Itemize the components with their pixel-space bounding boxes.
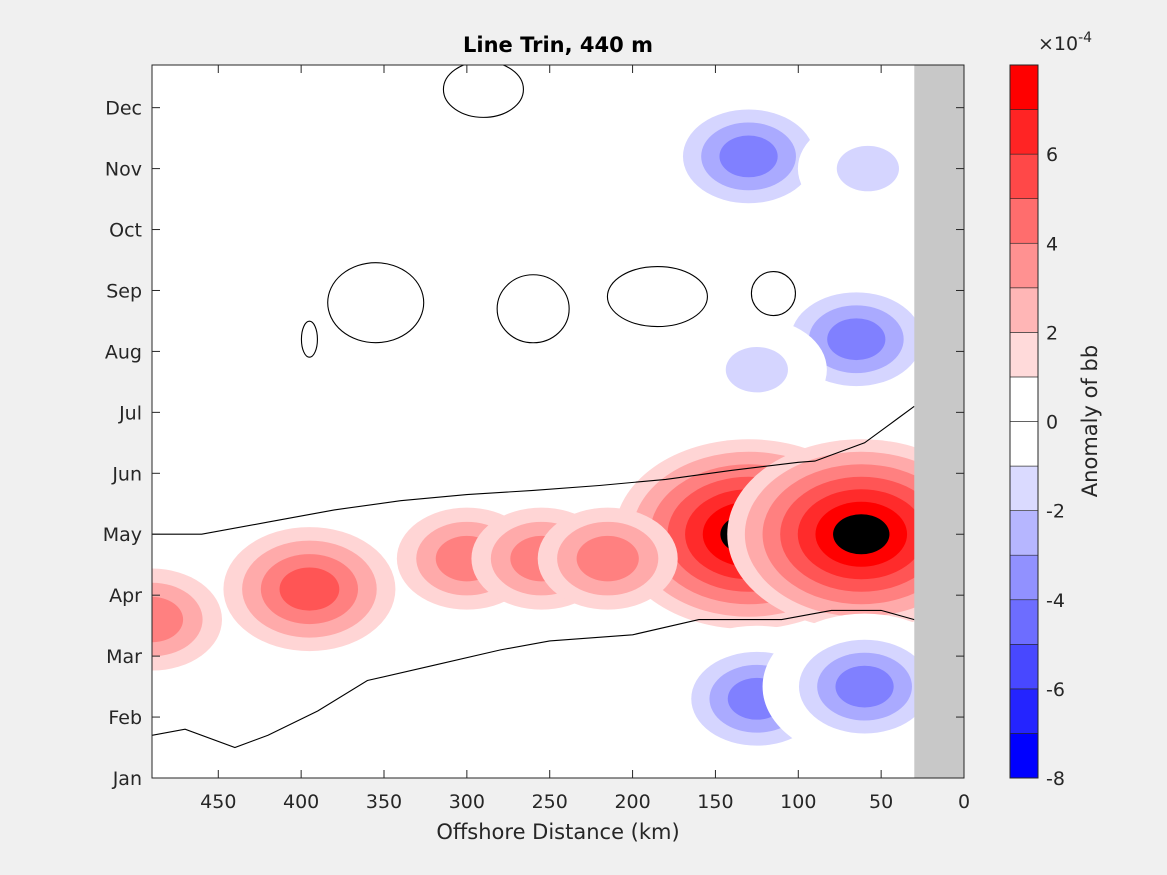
x-axis: 450 400 350 300 250 200 150 100 50 0 [200,65,970,813]
y-tick-label: Mar [106,646,142,668]
contour-band-3-3 [152,596,184,643]
contour-band-9-5 [827,318,886,361]
zero-contour-loop-0 [327,262,425,344]
y-tick-label: Jul [118,402,142,424]
contour-band-11-5 [719,135,778,178]
colorbar-band [1009,64,1039,110]
colorbar-band [1009,421,1039,467]
y-tick-label: Sep [106,280,142,302]
x-tick-label: 450 [200,791,236,813]
zero-contour-loop-4 [300,320,318,358]
x-tick-label: 100 [780,791,816,813]
land-mask [914,65,964,778]
colorbar-tick-label: 2 [1046,322,1058,344]
colorbar-band [1009,198,1039,244]
x-axis-label: Offshore Distance (km) [436,820,679,844]
y-tick-label: Jan [112,768,142,790]
x-tick-label: 0 [958,791,970,813]
contour-band-1-7 [833,514,890,555]
colorbar-band [1009,376,1039,422]
colorbar-band [1009,332,1039,378]
colorbar-tick-label: 4 [1046,233,1058,255]
colorbar-band [1009,644,1039,690]
colorbar-tick-label: -2 [1046,501,1065,523]
y-tick-label: Feb [108,707,142,729]
colorbar-tick-label: 6 [1046,144,1058,166]
colorbar-tick-label: -4 [1046,590,1065,612]
x-tick-label: 200 [614,791,650,813]
y-tick-label: Nov [105,159,142,181]
colorbar-tick-label: 0 [1046,412,1058,434]
colorbar-band [1009,287,1039,333]
colorbar-band [1009,733,1039,779]
colorbar-band [1009,153,1039,199]
colorbar-band [1009,688,1039,734]
y-tick-label: Jun [111,463,142,485]
colorbar-band [1009,242,1039,289]
colorbar-band [1009,510,1039,556]
x-tick-label: 150 [697,791,733,813]
y-tick-label: May [103,524,142,546]
contour-band-2-4 [279,567,340,611]
colorbar: 6 4 2 0 -2 -4 -6 -8 [1009,64,1065,790]
zero-contour-lines [152,65,915,749]
zero-contour-upper [152,405,915,535]
zero-contour-loop-3 [750,270,796,317]
contour-band-8-5 [835,665,894,708]
y-axis: Jan Feb Mar Apr May Jun Jul Aug Sep Oct Nov Dec [103,98,964,790]
x-tick-label: 250 [532,791,568,813]
colorbar-band [1009,465,1039,511]
colorbar-label: Anomaly of bb [1078,345,1102,497]
colorbar-band [1009,599,1039,645]
y-tick-label: Oct [109,220,142,242]
colorbar-exponent: ×10-4 [1038,30,1092,55]
zero-contour-loop-2 [606,266,708,328]
colorbar-band [1009,554,1039,601]
x-tick-label: 50 [869,791,893,813]
colorbar-tick-label: -8 [1046,768,1065,790]
colorbar-tick-label: -6 [1046,679,1065,701]
x-tick-label: 350 [366,791,402,813]
contour-band-12-3 [836,145,899,192]
y-tick-label: Apr [109,585,142,607]
zero-contour-loop-5 [442,65,524,118]
contour-band-6-3 [576,535,639,582]
y-tick-label: Dec [105,98,142,120]
chart-title: Line Trin, 440 m [463,33,653,57]
plot-frame [151,64,965,779]
contour-fills [152,83,964,772]
x-tick-label: 300 [449,791,485,813]
contour-band-10-3 [725,347,788,393]
x-tick-label: 400 [283,791,319,813]
colorbar-frame [1009,64,1039,779]
zero-contour-lower [152,609,915,749]
zero-contour-loop-1 [496,274,570,344]
y-tick-label: Aug [105,341,142,363]
colorbar-band [1009,109,1039,155]
